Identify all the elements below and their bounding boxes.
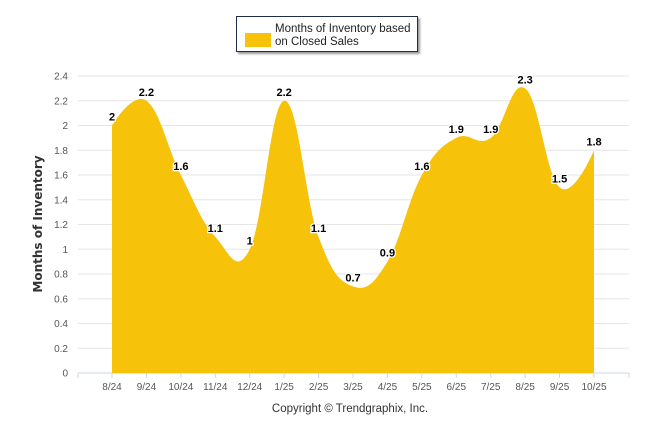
x-tick-label: 11/24 <box>203 382 228 393</box>
x-tick-label: 3/25 <box>343 382 363 393</box>
y-tick-label: 1.2 <box>54 220 68 231</box>
data-label: 2.2 <box>276 87 291 99</box>
x-tick-label: 8/24 <box>102 382 122 393</box>
y-tick-label: 0.2 <box>54 344 68 355</box>
y-tick-label: 1.6 <box>54 171 68 182</box>
x-tick-label: 9/25 <box>550 382 570 393</box>
y-axis-title: Months of Inventory <box>31 155 45 292</box>
y-tick-label: 0 <box>62 369 68 380</box>
data-label: 0.7 <box>345 272 360 284</box>
x-tick-label: 12/24 <box>237 382 262 393</box>
x-tick-label: 4/25 <box>378 382 398 393</box>
data-label: 1.1 <box>311 223 326 235</box>
data-label: 2.3 <box>517 74 532 86</box>
x-tick-label: 10/25 <box>581 382 606 393</box>
y-tick-label: 1.4 <box>54 195 68 206</box>
y-tick-label: 2.4 <box>54 72 68 83</box>
data-label: 1.8 <box>586 136 601 148</box>
legend: Months of Inventory based on Closed Sale… <box>236 16 418 52</box>
credit: Copyright © Trendgraphix, Inc. <box>272 403 428 415</box>
y-tick-label: 1.8 <box>54 146 68 157</box>
data-label: 0.9 <box>380 248 395 260</box>
y-tick-label: 0.4 <box>54 319 68 330</box>
x-tick-label: 5/25 <box>412 382 432 393</box>
y-tick-label: 2.2 <box>54 96 68 107</box>
data-label: 1.6 <box>173 161 188 173</box>
y-tick-label: 0.8 <box>54 270 68 281</box>
data-label: 1.9 <box>483 124 498 136</box>
data-label: 2 <box>109 112 115 124</box>
data-label: 1.6 <box>414 161 429 173</box>
x-tick-label: 10/24 <box>168 382 193 393</box>
data-label: 1 <box>247 235 253 247</box>
data-label: 2.2 <box>139 87 154 99</box>
data-label: 1.1 <box>208 223 223 235</box>
y-tick-label: 2 <box>62 121 68 132</box>
y-tick-label: 0.6 <box>54 294 68 305</box>
x-tick-label: 6/25 <box>447 382 467 393</box>
x-tick-label: 9/24 <box>137 382 157 393</box>
x-tick-label: 8/25 <box>515 382 535 393</box>
x-tick-label: 1/25 <box>274 382 294 393</box>
y-tick-label: 1 <box>62 245 68 256</box>
data-label: 1.5 <box>552 173 567 185</box>
x-tick-label: 2/25 <box>309 382 329 393</box>
data-label: 1.9 <box>449 124 464 136</box>
x-tick-label: 7/25 <box>481 382 501 393</box>
legend-label: Months of Inventory based on Closed Sale… <box>275 23 411 48</box>
area-series <box>112 87 594 373</box>
legend-swatch <box>245 33 271 47</box>
